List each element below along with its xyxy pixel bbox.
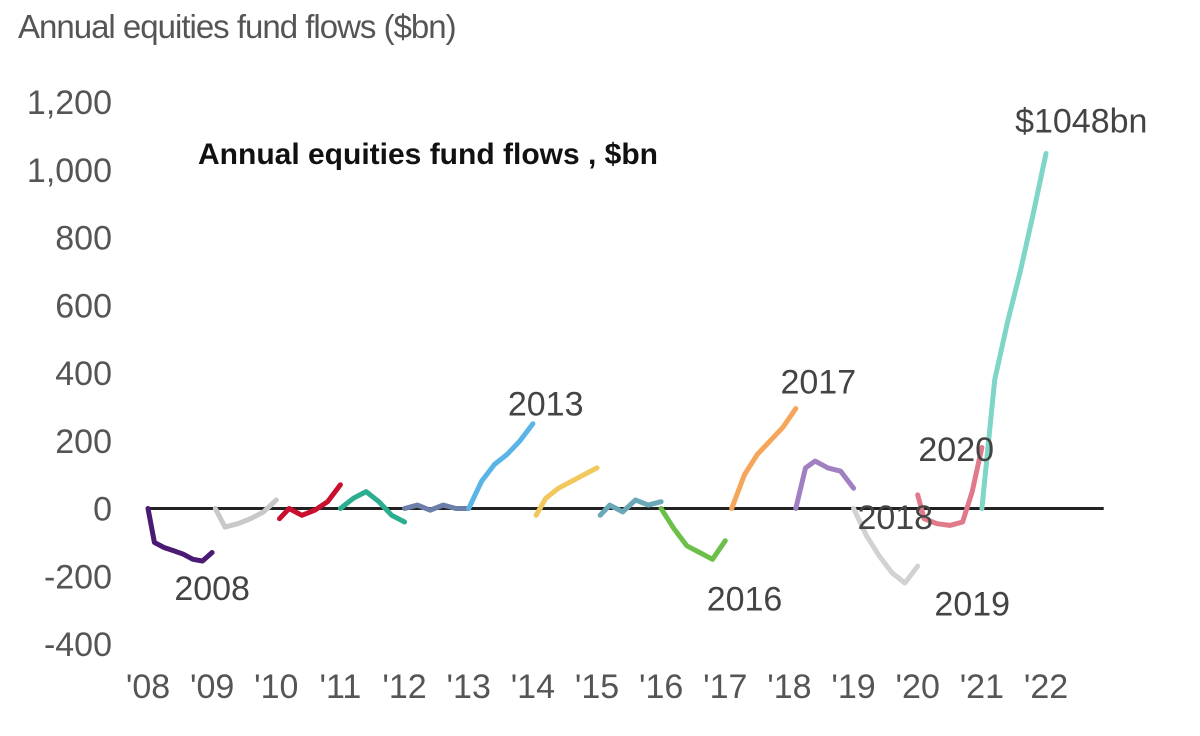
annotation-label: $1048bn bbox=[1015, 103, 1147, 141]
x-tick-label: '16 bbox=[639, 668, 683, 706]
annotation-label: 2020 bbox=[918, 431, 994, 469]
annotation-label: 2017 bbox=[780, 363, 856, 401]
annotation-label: 2019 bbox=[934, 585, 1010, 623]
annotation-label: 2008 bbox=[174, 570, 250, 608]
x-tick-label: '17 bbox=[703, 668, 747, 706]
series-group bbox=[145, 151, 1049, 586]
x-tick-label: '19 bbox=[831, 668, 875, 706]
series-line-0 bbox=[145, 506, 215, 564]
series-line-3 bbox=[337, 489, 408, 525]
y-tick-label: 400 bbox=[55, 355, 112, 393]
x-tick-label: '09 bbox=[190, 668, 234, 706]
chart-header-title: Annual equities fund flows ($bn) bbox=[18, 8, 457, 45]
y-tick-label: 800 bbox=[55, 220, 112, 258]
y-tick-label: 1,000 bbox=[27, 152, 112, 190]
x-tick-label: '11 bbox=[320, 668, 362, 706]
series-line-8 bbox=[658, 506, 728, 562]
series-line-10 bbox=[793, 458, 857, 511]
x-tick-label: '14 bbox=[511, 668, 555, 706]
series-line-1 bbox=[212, 497, 279, 530]
series-line-2 bbox=[277, 482, 343, 522]
y-tick-label: 600 bbox=[55, 287, 112, 325]
series-line-4 bbox=[402, 502, 472, 513]
x-tick-label: '08 bbox=[126, 668, 170, 706]
annotation-label: 2013 bbox=[508, 385, 584, 423]
y-axis-ticks: 1,200 1,000 800 600 400 200 0 -200 -400 bbox=[27, 84, 112, 664]
series-line-9 bbox=[729, 406, 799, 511]
series-line-12 bbox=[915, 445, 985, 528]
x-tick-label: '21 bbox=[960, 668, 1004, 706]
x-tick-label: '20 bbox=[896, 668, 940, 706]
series-line-6 bbox=[533, 465, 600, 518]
x-tick-label: '10 bbox=[254, 668, 298, 706]
annotation-label: 2016 bbox=[707, 580, 783, 618]
x-tick-label: '12 bbox=[382, 668, 426, 706]
chart-inner-title: Annual equities fund flows , $bn bbox=[198, 138, 658, 171]
series-line-11 bbox=[851, 506, 921, 586]
y-tick-label: 0 bbox=[93, 491, 112, 529]
series-line-13 bbox=[979, 151, 1049, 511]
y-tick-label: 200 bbox=[55, 423, 112, 461]
x-tick-label: '15 bbox=[575, 668, 619, 706]
series-line-5 bbox=[466, 421, 536, 511]
x-axis-ticks: '08 '09 '10 '11 '12 '13 '14 '15 '16 '17 '18 '19 '20 '… bbox=[126, 668, 1068, 706]
series-line-7 bbox=[597, 497, 664, 518]
x-tick-label: '13 bbox=[447, 668, 491, 706]
x-tick-label: '18 bbox=[767, 668, 811, 706]
annotation-label: 2018 bbox=[857, 499, 933, 537]
annotations: 2008 2013 2016 2017 2018 2019 2020 $1048bn bbox=[174, 103, 1147, 624]
y-tick-label: -200 bbox=[44, 558, 112, 596]
y-tick-label: 1,200 bbox=[27, 84, 112, 122]
y-tick-label: -400 bbox=[44, 626, 112, 664]
x-tick-label: '22 bbox=[1024, 668, 1068, 706]
